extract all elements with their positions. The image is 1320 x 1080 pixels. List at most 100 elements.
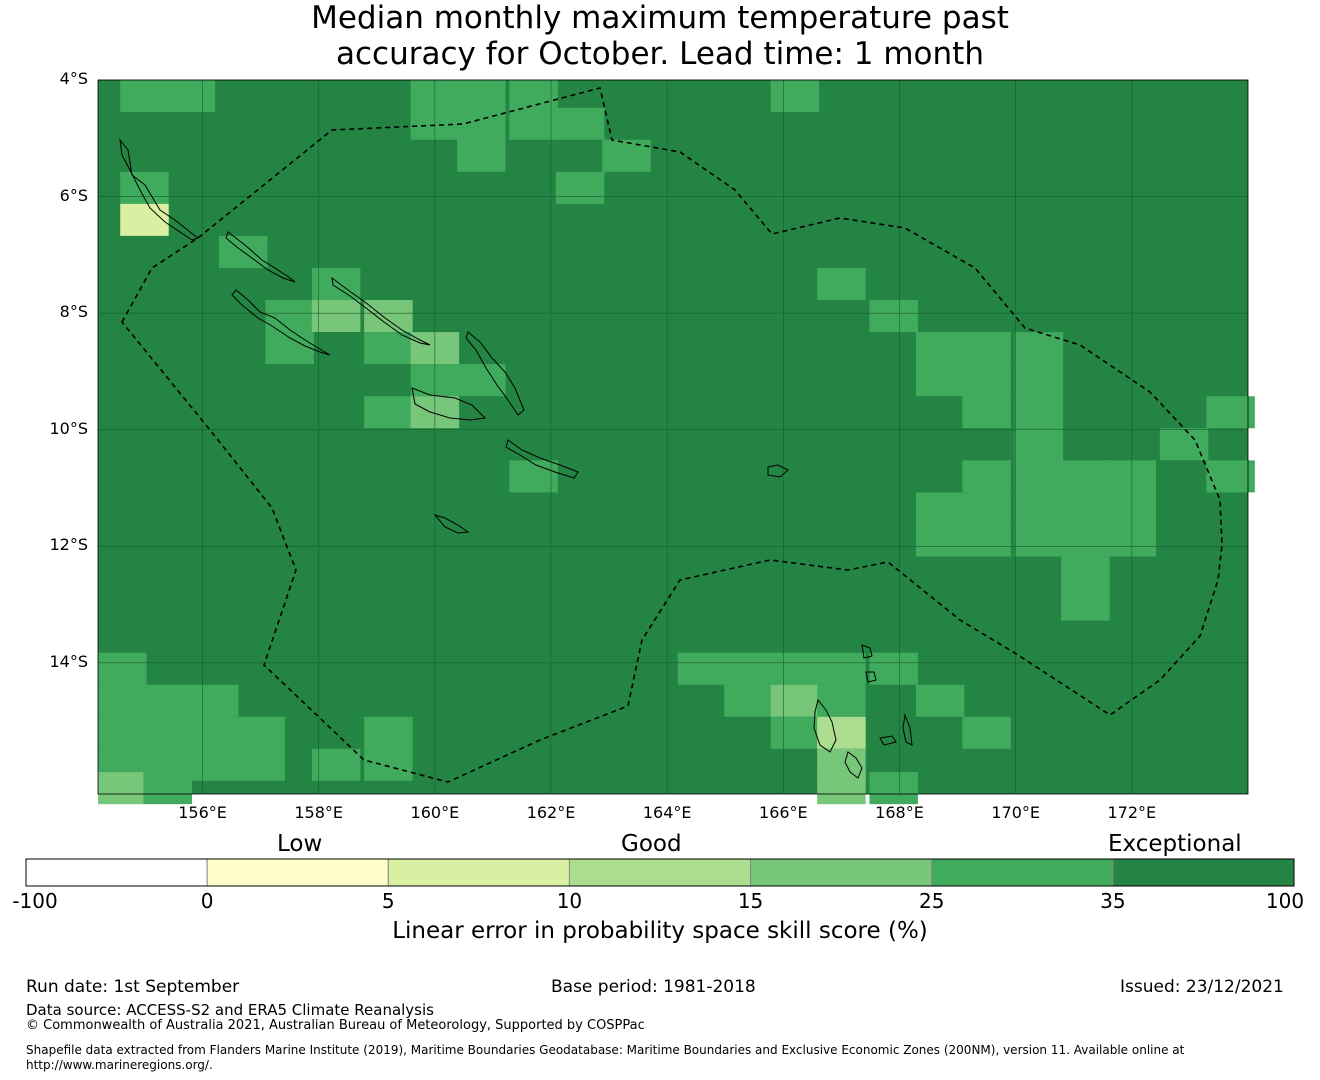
grid-cell [457, 364, 506, 397]
title-line-2: accuracy for October. Lead time: 1 month [336, 36, 984, 72]
grid-cell [236, 716, 285, 749]
grid-cell [962, 396, 1011, 429]
grid-cell [1061, 556, 1110, 589]
grid-cell [189, 684, 239, 717]
grid-cell [962, 332, 1011, 365]
map-background [98, 80, 1248, 794]
colorbar-segment [568, 858, 752, 887]
chart-title: Median monthly maximum temperature past … [0, 0, 1320, 72]
grid-cell [1206, 396, 1255, 429]
colorbar-title: Linear error in probability space skill … [392, 918, 928, 944]
grid-cell [869, 300, 918, 333]
grid-cell [265, 300, 314, 333]
grid-cell [962, 716, 1011, 749]
colorbar-tick: 35 [1100, 889, 1126, 913]
island-malakula [844, 751, 863, 779]
grid-cell [869, 772, 918, 805]
island-ambae [879, 735, 897, 746]
grid-cell [189, 716, 239, 749]
category-exceptional: Exceptional [1108, 831, 1242, 857]
island-guadalcanal [411, 387, 487, 421]
lat-label: 14°S [49, 651, 88, 671]
colorbar-segment [750, 858, 933, 887]
grid-cell [1014, 428, 1064, 461]
lon-label: 170°E [991, 803, 1040, 822]
shapefile-credit-line-1: Shapefile data extracted from Flanders M… [26, 1043, 1185, 1057]
lon-label: 162°E [526, 803, 576, 822]
island-santa-isabel [331, 276, 431, 346]
lon-label: 168°E [875, 803, 924, 822]
grid-cell [770, 652, 820, 685]
grid-cell [915, 524, 965, 557]
grid-cell [143, 772, 192, 805]
grid-cell [962, 492, 1011, 525]
grid-cell [509, 80, 558, 112]
colorbar-segment [206, 858, 389, 887]
grid-cell [724, 684, 773, 717]
grid-cell [915, 684, 965, 717]
grid-cell [1014, 524, 1064, 557]
grid-cell [817, 716, 866, 749]
colorbar-segment [387, 858, 570, 887]
map-panel [97, 79, 1255, 805]
island-makira [505, 439, 579, 479]
colorbar-segment [25, 858, 208, 887]
title-line-1: Median monthly maximum temperature past [311, 0, 1009, 36]
grid-cell [98, 772, 147, 805]
grid-cell [364, 716, 413, 749]
grid-cell [724, 652, 773, 685]
issued-date: Issued: 23/12/2021 [1120, 977, 1284, 997]
grid-cell [120, 203, 169, 236]
grid-cell [1159, 428, 1209, 461]
grid-cell [457, 139, 506, 172]
grid-cell [189, 748, 239, 781]
eez-boundary [121, 87, 1223, 783]
colorbar-tick: 0 [200, 889, 214, 913]
island-rennell [433, 514, 470, 534]
grid-cell [869, 652, 918, 685]
island-espiritu-santo [813, 698, 837, 753]
skill-grid [98, 80, 1255, 805]
grid-cell [457, 107, 506, 140]
colorbar-frame [25, 858, 1295, 887]
grid-cell [770, 684, 820, 717]
grid-cell [143, 716, 192, 749]
grid-cell [166, 80, 216, 112]
grid-cell [1014, 364, 1064, 397]
colorbar-tick: -100 [12, 889, 58, 913]
grid-cell [677, 652, 727, 685]
grid-cell [1206, 460, 1255, 493]
data-source: Data source: ACCESS-S2 and ERA5 Climate … [26, 1001, 434, 1019]
grid-cell [364, 396, 413, 429]
lat-label: 8°S [59, 302, 88, 322]
grid-cell [98, 652, 147, 685]
grid-cell [1014, 396, 1064, 429]
grid-cell [98, 716, 147, 749]
grid-cell [962, 460, 1011, 493]
grid-cell [509, 107, 558, 140]
grid-cell [555, 171, 605, 204]
lon-label: 172°E [1107, 803, 1157, 822]
grid-cell [364, 300, 413, 333]
copyright: © Commonwealth of Australia 2021, Austra… [26, 1018, 645, 1033]
lat-label: 10°S [49, 418, 88, 438]
grid-cell [915, 332, 965, 365]
grid-cell [509, 460, 558, 493]
island-gaua [865, 671, 877, 683]
grid-cell [602, 139, 651, 172]
lon-label: 164°E [642, 803, 692, 822]
island-new-georgia [231, 289, 331, 356]
colorbar-tick: 100 [1265, 889, 1305, 913]
grid-cell [265, 332, 314, 365]
shapefile-credit-line-2: http://www.marineregions.org/. [26, 1058, 213, 1072]
lat-label: 12°S [49, 535, 88, 555]
grid-cell [770, 716, 820, 749]
grid-cell [1014, 492, 1064, 525]
grid-cell [143, 684, 192, 717]
grid-cell [1061, 588, 1110, 621]
grid-cell [1014, 460, 1064, 493]
grid-cell [98, 684, 147, 717]
run-date: Run date: 1st September [26, 977, 240, 997]
grid-cell [817, 684, 866, 717]
lon-label: 160°E [410, 803, 460, 822]
